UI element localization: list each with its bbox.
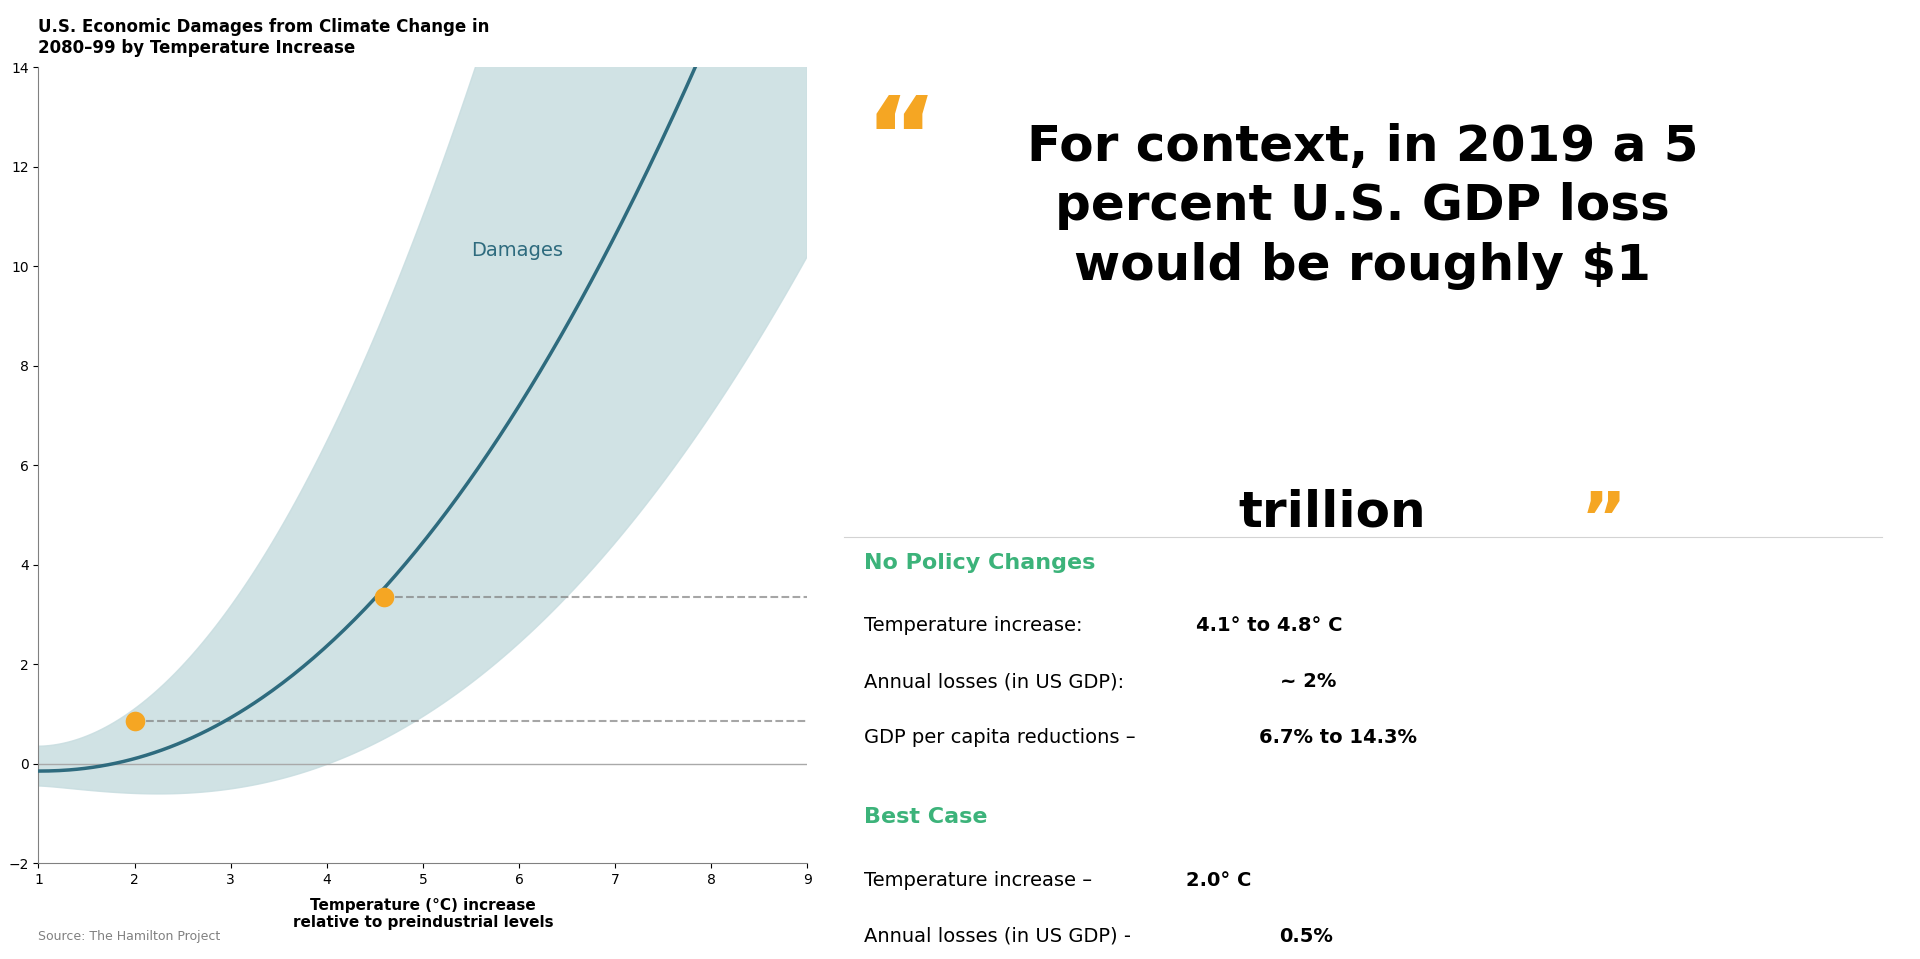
Text: 2.0° C: 2.0° C: [1187, 871, 1252, 890]
Text: ~ 2%: ~ 2%: [1279, 672, 1336, 691]
X-axis label: Temperature (°C) increase
relative to preindustrial levels: Temperature (°C) increase relative to pr…: [292, 898, 553, 930]
Text: Annual losses (in US GDP):: Annual losses (in US GDP):: [864, 672, 1131, 691]
Point: [369, 589, 399, 604]
Text: Best Case: Best Case: [864, 807, 987, 828]
Text: 4.1° to 4.8° C: 4.1° to 4.8° C: [1196, 617, 1342, 636]
Text: 0.5%: 0.5%: [1279, 926, 1332, 946]
Text: Temperature increase –: Temperature increase –: [864, 871, 1098, 890]
Text: Damages: Damages: [470, 241, 563, 260]
Text: “: “: [864, 91, 937, 198]
Text: Source: The Hamilton Project: Source: The Hamilton Project: [38, 930, 221, 943]
Text: GDP per capita reductions –: GDP per capita reductions –: [864, 728, 1142, 747]
Text: Temperature increase:: Temperature increase:: [864, 617, 1089, 636]
Text: ”: ”: [1580, 489, 1626, 556]
Text: 6.7% to 14.3%: 6.7% to 14.3%: [1260, 728, 1417, 747]
Text: No Policy Changes: No Policy Changes: [864, 552, 1096, 573]
Text: trillion: trillion: [1238, 489, 1427, 537]
Text: For context, in 2019 a 5
percent U.S. GDP loss
would be roughly $1: For context, in 2019 a 5 percent U.S. GD…: [1027, 123, 1699, 290]
Text: U.S. Economic Damages from Climate Change in
2080–99 by Temperature Increase: U.S. Economic Damages from Climate Chang…: [38, 18, 490, 58]
Text: Annual losses (in US GDP) -: Annual losses (in US GDP) -: [864, 926, 1137, 946]
Point: [119, 713, 150, 729]
